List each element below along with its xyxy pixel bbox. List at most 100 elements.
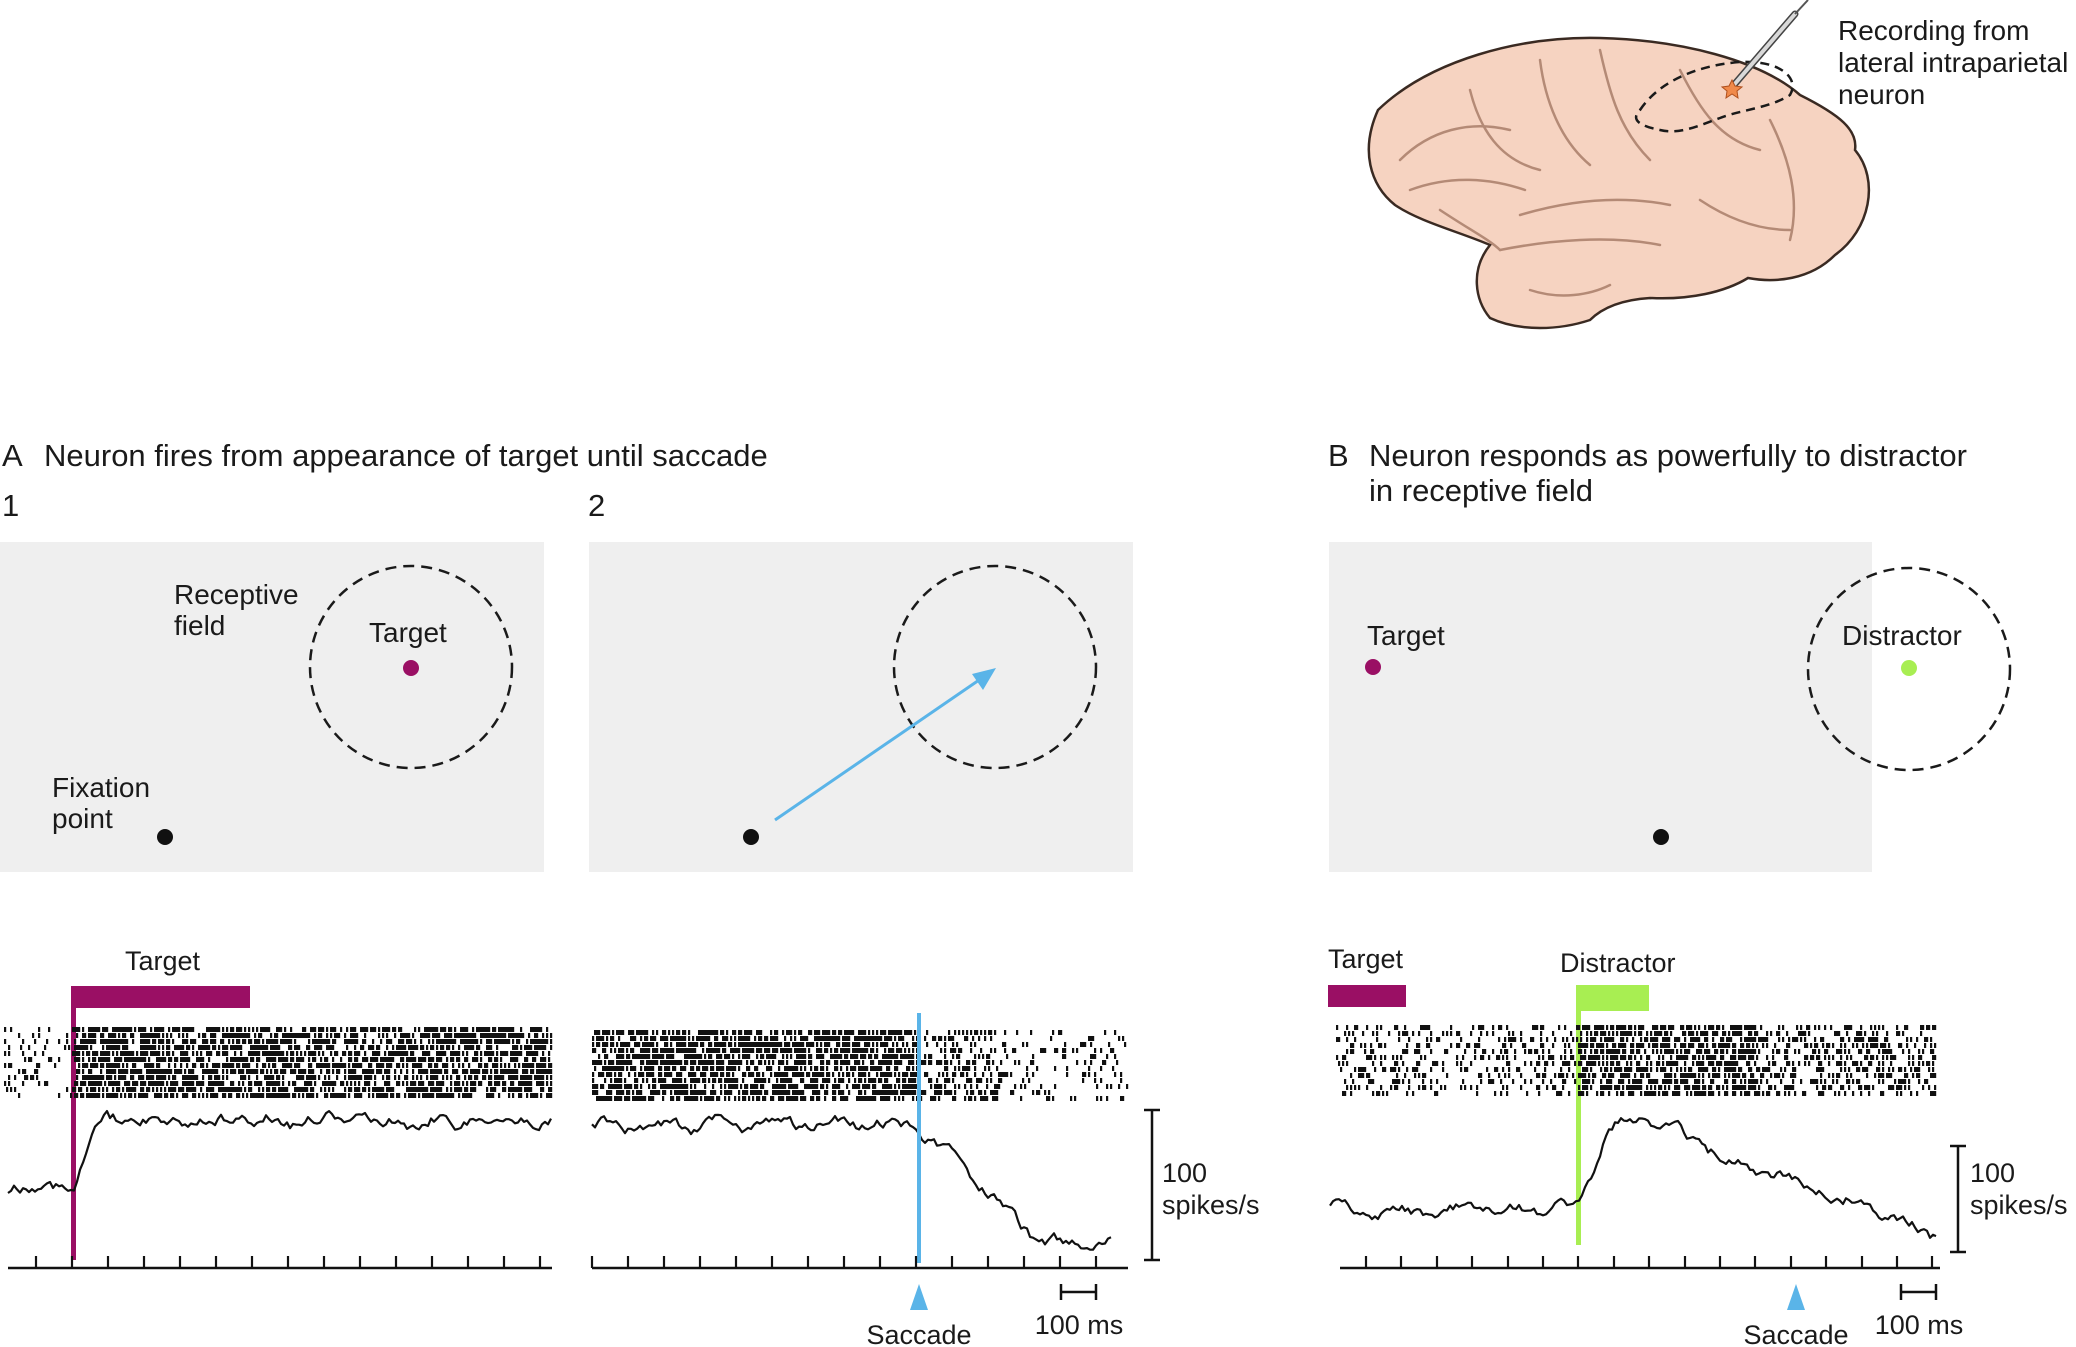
spike-tick <box>1616 1061 1619 1066</box>
spike-tick <box>74 1093 77 1098</box>
spike-tick <box>214 1093 217 1098</box>
spike-tick <box>408 1045 411 1050</box>
spike-tick <box>744 1096 747 1101</box>
spike-tick <box>1460 1061 1463 1066</box>
spike-tick <box>862 1036 865 1041</box>
spike-tick <box>854 1078 857 1083</box>
spike-tick <box>1634 1085 1637 1090</box>
spike-tick <box>1730 1055 1733 1060</box>
spike-tick <box>854 1048 857 1053</box>
spike-tick <box>1612 1061 1615 1066</box>
spike-tick <box>1824 1025 1827 1030</box>
spike-tick <box>862 1054 865 1059</box>
spike-tick <box>1536 1049 1539 1054</box>
spike-tick <box>1048 1096 1051 1101</box>
spike-tick <box>1856 1061 1859 1066</box>
spike-tick <box>320 1033 323 1038</box>
spike-tick <box>200 1045 203 1050</box>
spike-tick <box>1798 1031 1801 1036</box>
spike-tick <box>256 1093 259 1098</box>
spike-tick <box>94 1063 97 1068</box>
spike-tick <box>1094 1048 1097 1053</box>
spike-tick <box>262 1069 265 1074</box>
spike-tick <box>408 1033 411 1038</box>
spike-tick <box>1626 1085 1629 1090</box>
spike-tick <box>298 1033 301 1038</box>
spike-tick <box>1740 1091 1743 1096</box>
spike-tick <box>1590 1043 1593 1048</box>
spike-tick <box>1872 1037 1875 1042</box>
spike-tick <box>720 1030 723 1035</box>
spike-tick <box>446 1057 449 1062</box>
spike-tick <box>936 1090 939 1095</box>
spike-tick <box>494 1075 497 1080</box>
spike-tick <box>1834 1091 1837 1096</box>
spike-tick <box>406 1075 409 1080</box>
spike-tick <box>492 1051 495 1056</box>
spike-tick <box>1586 1043 1589 1048</box>
spike-tick <box>786 1054 789 1059</box>
spike-tick <box>264 1075 267 1080</box>
spike-tick <box>286 1087 289 1092</box>
spike-tick <box>750 1042 753 1047</box>
spike-tick <box>316 1093 319 1098</box>
spike-tick <box>1552 1043 1555 1048</box>
spike-tick <box>812 1084 815 1089</box>
spike-tick <box>676 1060 679 1065</box>
spike-tick <box>1536 1085 1539 1090</box>
spike-tick <box>846 1060 849 1065</box>
spike-tick <box>218 1027 221 1032</box>
spike-tick <box>1734 1085 1737 1090</box>
spike-tick <box>194 1093 197 1098</box>
spike-tick <box>534 1093 537 1098</box>
spike-tick <box>140 1051 143 1056</box>
spike-tick <box>748 1030 751 1035</box>
spike-tick <box>1698 1043 1701 1048</box>
spike-tick <box>880 1072 883 1077</box>
spike-tick <box>506 1027 509 1032</box>
spike-tick <box>4 1051 7 1056</box>
spike-tick <box>326 1069 329 1074</box>
spike-tick <box>376 1087 379 1092</box>
spike-tick <box>1638 1067 1641 1072</box>
spike-tick <box>682 1042 685 1047</box>
spike-tick <box>522 1075 525 1080</box>
spike-tick <box>1502 1085 1505 1090</box>
spike-tick <box>548 1063 551 1068</box>
spike-tick <box>118 1087 121 1092</box>
spike-tick <box>742 1072 745 1077</box>
spike-tick <box>1740 1043 1743 1048</box>
spike-tick <box>1016 1030 1019 1035</box>
spike-tick <box>422 1093 425 1098</box>
spike-tick <box>370 1027 373 1032</box>
spike-tick <box>526 1051 529 1056</box>
spike-tick <box>874 1090 877 1095</box>
spike-tick <box>1692 1031 1695 1036</box>
spike-tick <box>1888 1085 1891 1090</box>
spike-tick <box>10 1027 13 1032</box>
spike-tick <box>432 1069 435 1074</box>
spike-tick <box>888 1036 891 1041</box>
spike-tick <box>286 1093 289 1098</box>
spike-tick <box>126 1057 129 1062</box>
spike-tick <box>1726 1079 1729 1084</box>
spike-tick <box>904 1030 907 1035</box>
spike-tick <box>492 1027 495 1032</box>
spike-tick <box>742 1042 745 1047</box>
spike-tick <box>910 1030 913 1035</box>
spike-tick <box>352 1033 355 1038</box>
spike-tick <box>146 1033 149 1038</box>
spike-tick <box>170 1093 173 1098</box>
spike-tick <box>718 1096 721 1101</box>
spike-tick <box>404 1051 407 1056</box>
spike-tick <box>728 1078 731 1083</box>
spike-tick <box>1890 1049 1893 1054</box>
spike-tick <box>1542 1079 1545 1084</box>
spike-tick <box>142 1033 145 1038</box>
spike-tick <box>450 1093 453 1098</box>
spike-tick <box>1080 1042 1083 1047</box>
spike-tick <box>698 1066 701 1071</box>
spike-tick <box>410 1057 413 1062</box>
spike-tick <box>452 1069 455 1074</box>
spike-tick <box>646 1036 649 1041</box>
